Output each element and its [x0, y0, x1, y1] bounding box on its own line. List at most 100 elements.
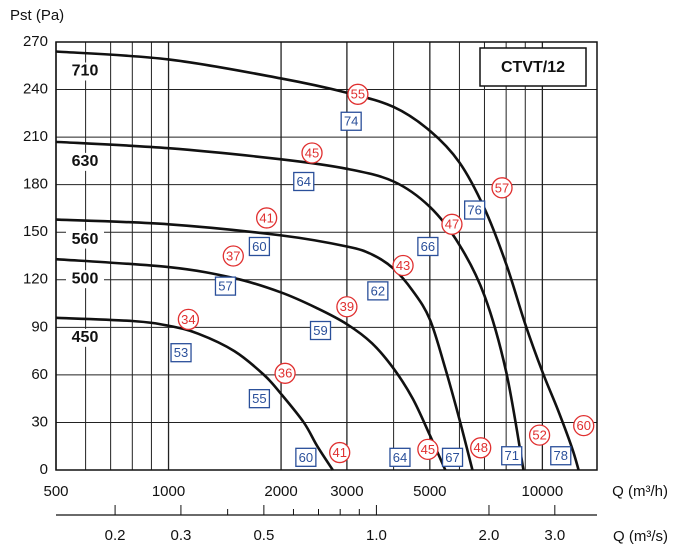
efficiency-marker [214, 276, 237, 296]
efficiency-marker [170, 343, 192, 363]
fan-curve [55, 140, 525, 471]
x-tick-label: 10000 [522, 483, 564, 500]
efficiency-marker [464, 200, 486, 220]
x-tick-label: 500 [43, 483, 68, 500]
efficiency-label: 62 [371, 283, 385, 298]
noise-label: 41 [259, 210, 273, 225]
noise-label: 36 [278, 366, 292, 381]
y-tick-label: 120 [23, 271, 48, 288]
x2-tick-label: 2.0 [479, 527, 500, 544]
efficiency-label: 59 [313, 323, 327, 338]
x-tick-label: 2000 [264, 483, 297, 500]
noise-marker [336, 296, 358, 318]
efficiency-label: 71 [504, 448, 518, 463]
noise-marker [573, 414, 595, 437]
x2-tick-label: 0.2 [105, 527, 126, 544]
chart-title: CTVT/12 [501, 59, 565, 76]
curve-label: 630 [72, 153, 99, 170]
noise-label: 60 [576, 418, 590, 433]
efficiency-label: 76 [467, 202, 481, 217]
efficiency-marker [248, 389, 271, 409]
curve-label: 500 [72, 270, 99, 287]
efficiency-marker [389, 447, 411, 467]
x2-tick-label: 3.0 [544, 527, 565, 544]
efficiency-marker [295, 447, 317, 467]
y-tick-label: 240 [23, 81, 48, 98]
noise-marker [417, 438, 439, 461]
efficiency-marker [417, 236, 439, 257]
efficiency-marker [501, 446, 523, 466]
x-tick-label: 3000 [330, 483, 363, 500]
fan-curve [55, 218, 474, 471]
curve-label: 710 [72, 63, 99, 80]
efficiency-label: 60 [252, 239, 266, 254]
efficiency-marker [441, 447, 464, 467]
x-axis-label: Q (m³/h) [612, 483, 668, 500]
noise-label: 41 [332, 445, 346, 460]
noise-marker [347, 83, 369, 105]
fan-curve [55, 50, 580, 471]
noise-marker [470, 437, 492, 459]
curve-label-bg [66, 230, 104, 249]
efficiency-label: 67 [445, 450, 459, 465]
efficiency-label: 64 [297, 174, 311, 189]
efficiency-marker [550, 446, 572, 466]
plot-frame [55, 41, 598, 471]
noise-label: 52 [532, 428, 546, 443]
x2-tick-label: 1.0 [366, 527, 387, 544]
fan-curve [55, 257, 447, 471]
x2-tick-label: 0.5 [253, 527, 274, 544]
efficiency-label: 55 [252, 391, 266, 406]
efficiency-label: 60 [299, 450, 313, 465]
efficiency-marker [248, 236, 271, 257]
title-box [479, 47, 587, 87]
noise-label: 45 [305, 145, 319, 160]
efficiency-label: 57 [218, 279, 232, 294]
noise-label: 39 [340, 299, 354, 314]
y-tick-label: 150 [23, 223, 48, 240]
efficiency-label: 74 [344, 114, 358, 129]
efficiency-marker [309, 320, 332, 341]
x-tick-label: 1000 [152, 483, 185, 500]
y-tick-label: 180 [23, 176, 48, 193]
curve-label: 450 [72, 329, 99, 346]
curve-label-bg [66, 62, 104, 81]
noise-label: 57 [495, 180, 509, 195]
noise-label: 55 [351, 87, 365, 102]
noise-marker [177, 308, 200, 331]
noise-label: 34 [181, 312, 195, 327]
noise-marker [491, 177, 513, 199]
y-tick-label: 210 [23, 128, 48, 145]
noise-marker [528, 424, 551, 446]
noise-marker [274, 362, 296, 384]
efficiency-label: 53 [174, 345, 188, 360]
y-tick-label: 60 [31, 366, 48, 383]
efficiency-label: 64 [393, 450, 407, 465]
y-axis-label: Pst (Pa) [10, 7, 64, 24]
y-tick-label: 270 [23, 33, 48, 50]
efficiency-marker [367, 281, 389, 301]
noise-label: 37 [226, 248, 240, 263]
curve-label: 560 [72, 231, 99, 248]
y-tick-label: 0 [40, 461, 48, 478]
noise-marker [392, 254, 414, 277]
efficiency-marker [340, 111, 362, 131]
x2-tick-label: 0.3 [170, 527, 191, 544]
noise-marker [255, 207, 278, 229]
efficiency-label: 78 [554, 448, 568, 463]
fan-curve [55, 316, 334, 471]
x2-axis-label: Q (m³/s) [613, 528, 668, 545]
efficiency-label: 66 [421, 239, 435, 254]
efficiency-marker [293, 171, 315, 192]
noise-label: 47 [445, 217, 459, 232]
noise-label: 45 [421, 442, 435, 457]
curve-label-bg [66, 152, 104, 171]
noise-marker [441, 213, 463, 235]
y-tick-label: 90 [31, 318, 48, 335]
noise-label: 43 [396, 258, 410, 273]
noise-marker [222, 245, 244, 267]
noise-marker [301, 142, 323, 164]
noise-marker [329, 441, 351, 464]
curve-label-bg [66, 328, 104, 347]
